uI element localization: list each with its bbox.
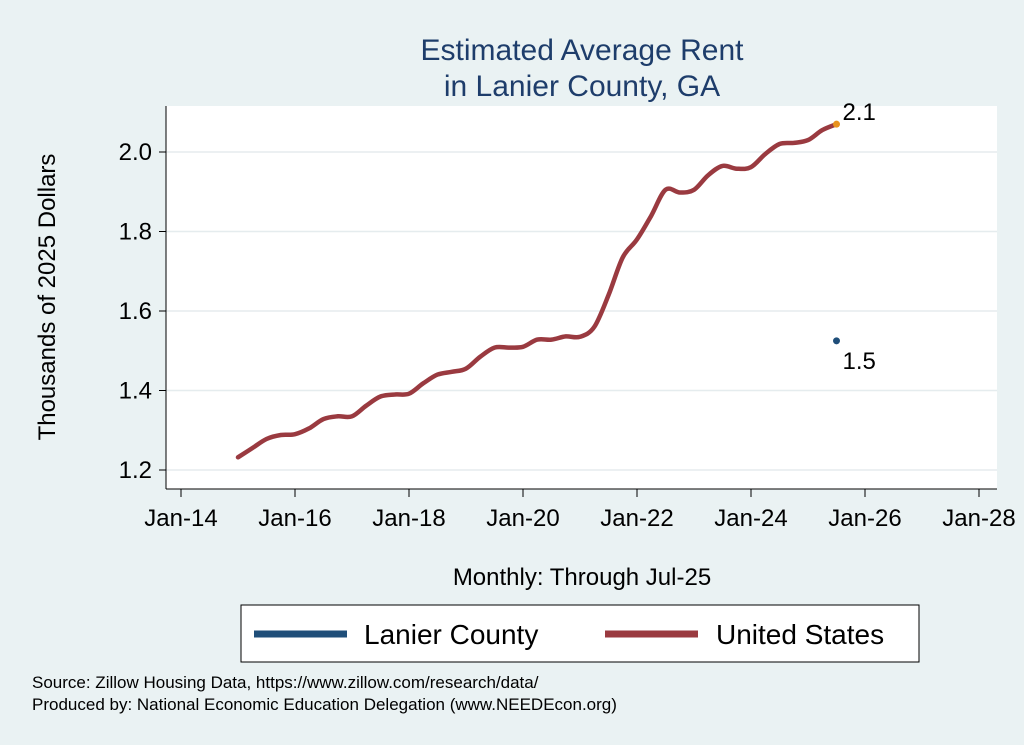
plot-area bbox=[166, 106, 997, 489]
source-note: Source: Zillow Housing Data, https://www… bbox=[32, 673, 539, 692]
x-tick-label-1: Jan-16 bbox=[258, 505, 331, 532]
x-tick-label-3: Jan-20 bbox=[486, 505, 559, 532]
y-axis: 1.2 1.4 1.6 1.8 2.0 bbox=[119, 139, 166, 484]
legend-label-lanier-county: Lanier County bbox=[364, 619, 538, 650]
x-axis: Jan-14 Jan-16 Jan-18 Jan-20 Jan-22 Jan-24 Jan-… bbox=[144, 489, 1016, 532]
chart-title-line-2: in Lanier County, GA bbox=[444, 70, 720, 103]
y-tick-label-4: 2.0 bbox=[119, 139, 152, 166]
x-tick-label-7: Jan-28 bbox=[942, 505, 1015, 532]
legend-label-united-states: United States bbox=[716, 619, 884, 650]
y-tick-label-2: 1.6 bbox=[119, 298, 152, 325]
producer-note: Produced by: National Economic Education… bbox=[32, 695, 617, 714]
legend-box bbox=[240, 604, 920, 663]
x-tick-label-6: Jan-26 bbox=[828, 505, 901, 532]
x-tick-label-4: Jan-22 bbox=[600, 505, 673, 532]
x-tick-label-5: Jan-24 bbox=[714, 505, 787, 532]
series-layer: 2.1 1.5 bbox=[235, 99, 876, 460]
data-label-lanier-county: 1.5 bbox=[843, 348, 876, 375]
end-marker-united-states bbox=[833, 120, 840, 128]
y-tick-label-3: 1.8 bbox=[119, 219, 152, 246]
point-lanier-county bbox=[833, 337, 840, 345]
chart-title-line-1: Estimated Average Rent bbox=[421, 34, 745, 67]
x-tick-label-0: Jan-14 bbox=[144, 505, 217, 532]
data-label-united-states: 2.1 bbox=[843, 99, 876, 126]
y-axis-title: Thousands of 2025 Dollars bbox=[34, 154, 61, 441]
gridlines bbox=[166, 151, 997, 471]
x-axis-title: Monthly: Through Jul-25 bbox=[453, 564, 711, 591]
y-tick-label-1: 1.4 bbox=[119, 378, 152, 405]
x-tick-label-2: Jan-18 bbox=[372, 505, 445, 532]
y-tick-label-0: 1.2 bbox=[119, 457, 152, 484]
series-line-united-states bbox=[235, 121, 839, 460]
